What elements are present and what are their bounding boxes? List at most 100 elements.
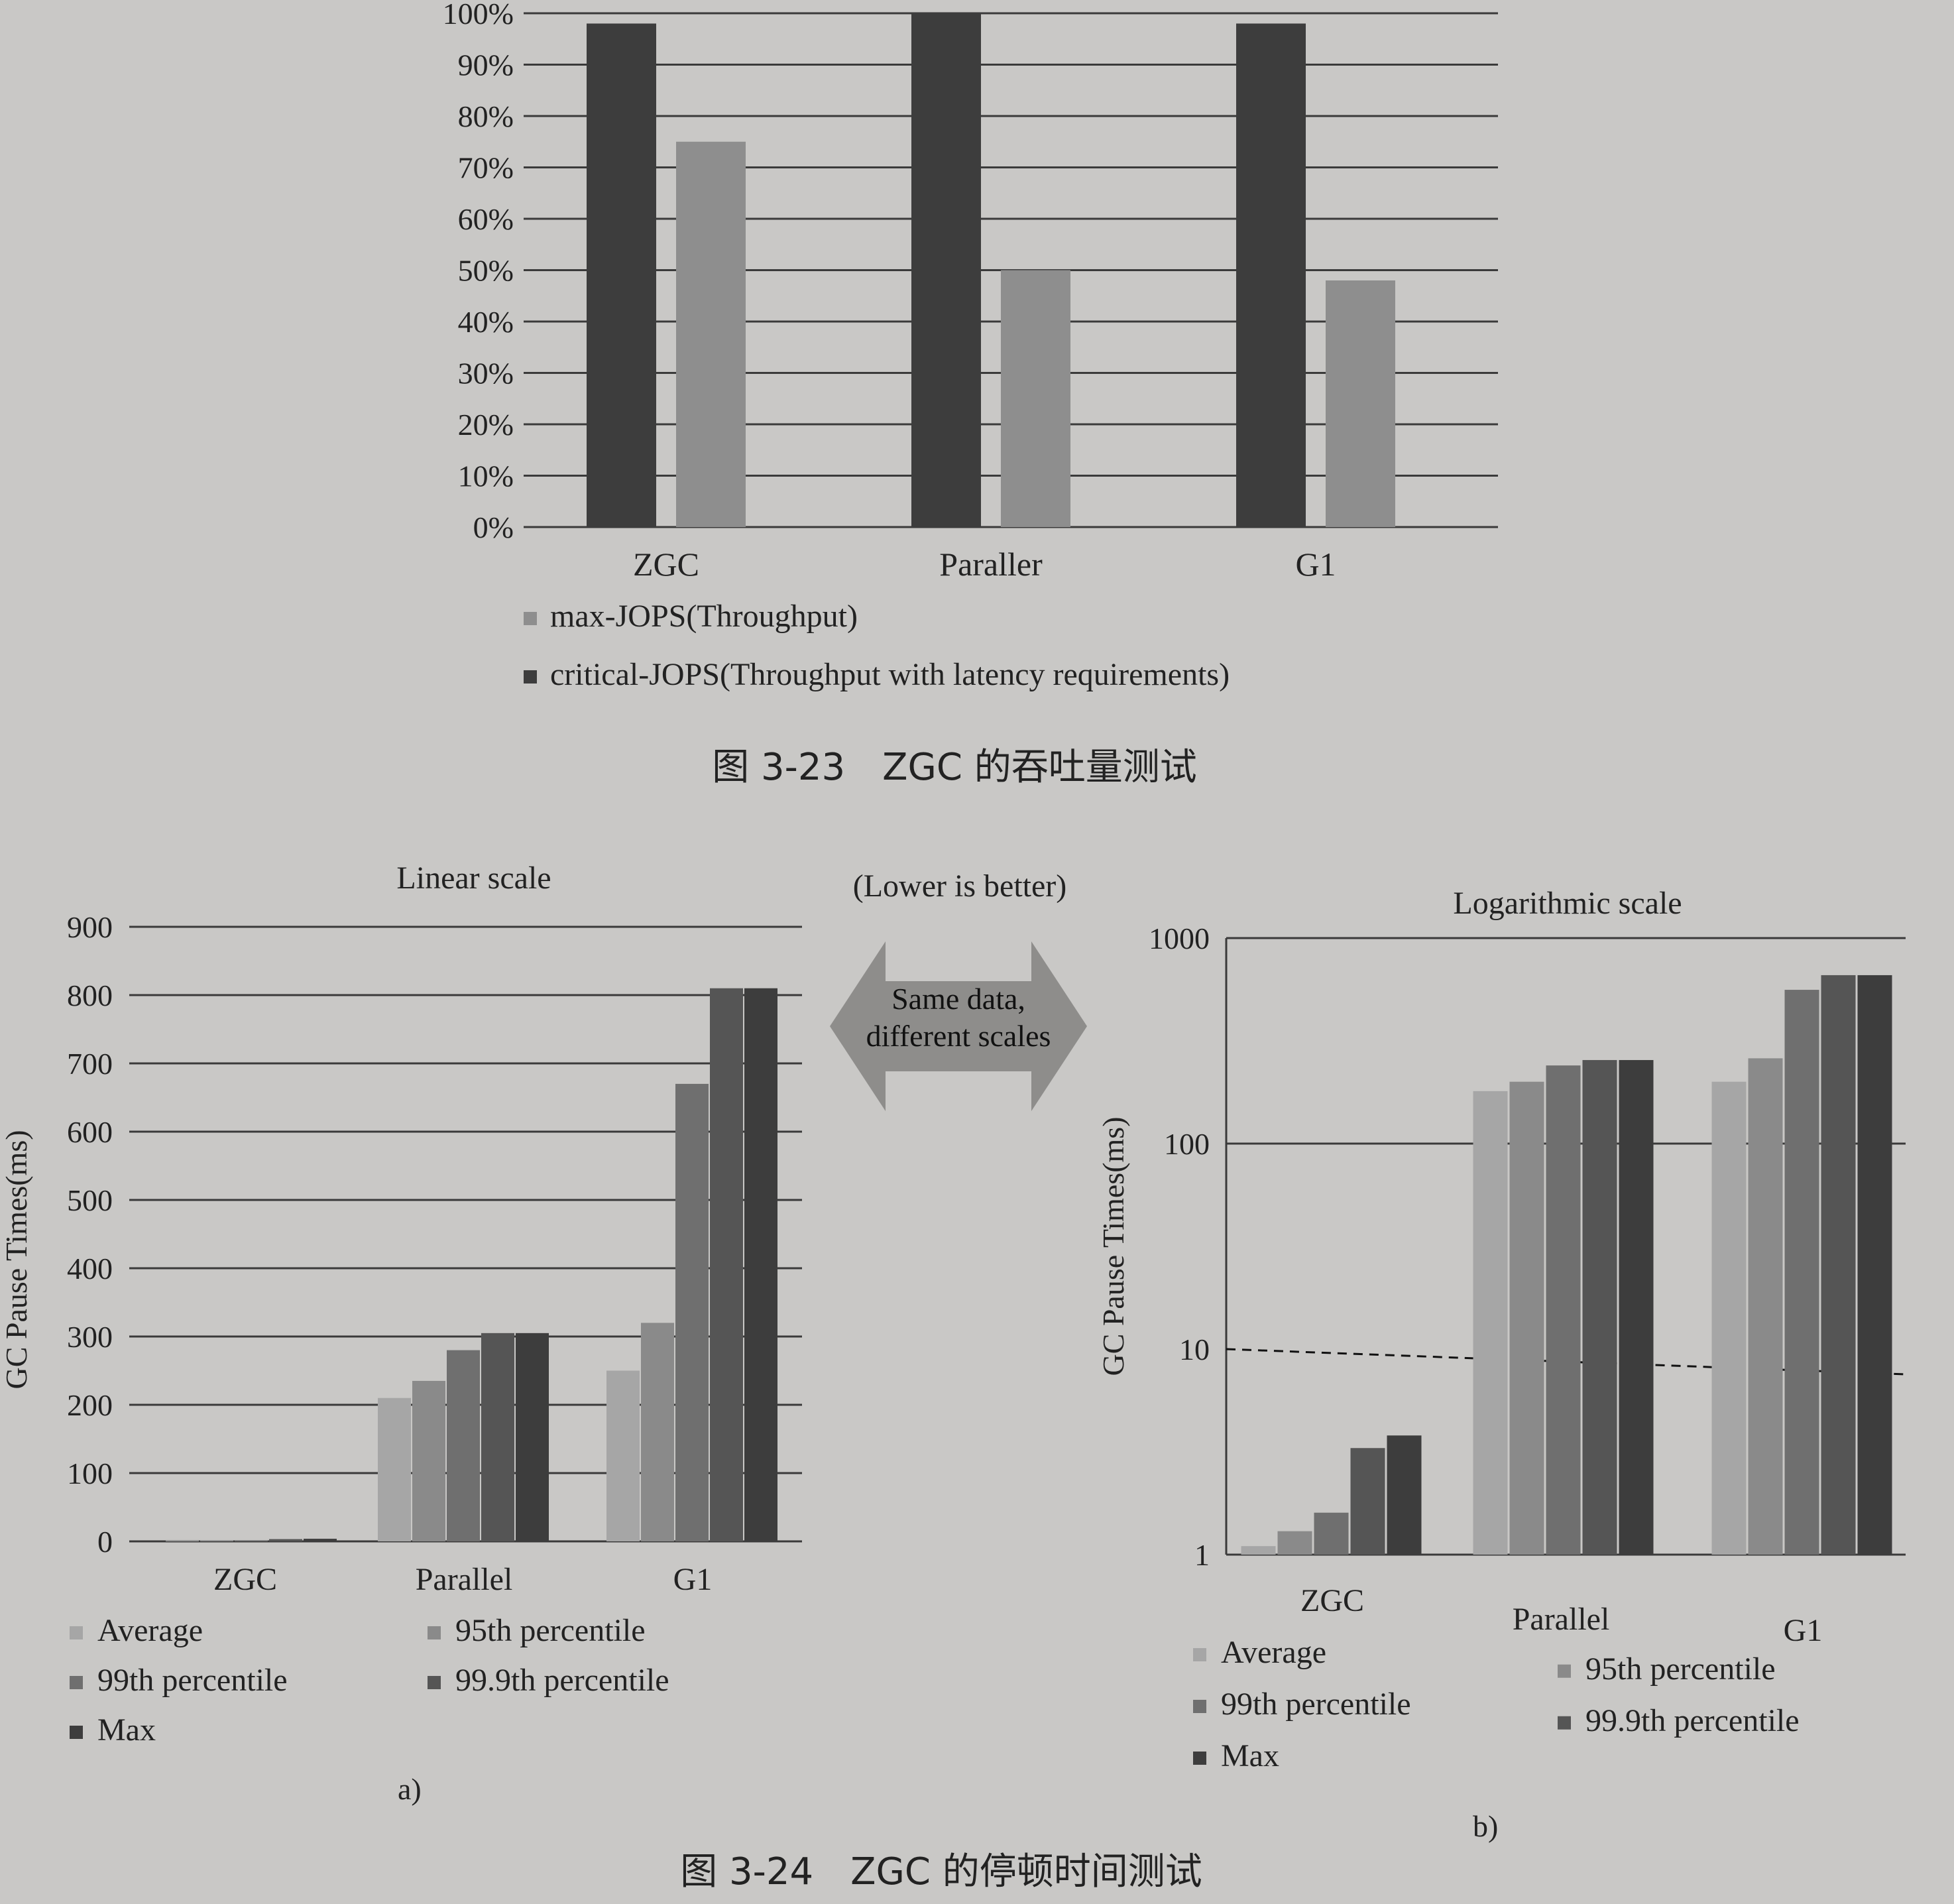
legend-swatch bbox=[70, 1726, 83, 1739]
legend-label: 95th percentile bbox=[1585, 1651, 1776, 1687]
legend-swatch bbox=[1193, 1700, 1206, 1713]
throughput-category-labels: ZGC Paraller G1 bbox=[633, 546, 1336, 583]
arrow-text-line-1: Same data, bbox=[891, 982, 1025, 1016]
bar-g1-max-jops-thr bbox=[1326, 280, 1395, 527]
y-tick-label: 60% bbox=[458, 202, 514, 236]
bar-parallel-99-9th-percentile bbox=[1582, 1059, 1617, 1555]
bar-g1-99th-percentile bbox=[675, 1083, 709, 1541]
y-tick-label: 500 bbox=[67, 1183, 113, 1217]
y-tick-label: 200 bbox=[67, 1388, 113, 1422]
throughput-legend: max-JOPS(Throughput) critical-JOPS(Throug… bbox=[524, 599, 1230, 692]
figure-3-24-caption: 图 3-24 ZGC 的停顿时间测试 bbox=[680, 1850, 1202, 1893]
bar-zgc-max-jops-thr bbox=[676, 141, 746, 527]
category-label-zgc: ZGC bbox=[1300, 1583, 1364, 1618]
bar-parallel-average bbox=[378, 1398, 411, 1541]
bar-g1-95th-percentile bbox=[1748, 1058, 1783, 1555]
linear-y-axis-label: GC Pause Times(ms) bbox=[0, 1130, 33, 1389]
y-tick-label: 100 bbox=[1164, 1127, 1210, 1161]
log-bars bbox=[1241, 975, 1892, 1555]
log-scale-subtitle: Logarithmic scale bbox=[1453, 886, 1682, 921]
y-tick-label: 900 bbox=[67, 910, 113, 944]
throughput-bars bbox=[587, 13, 1395, 527]
bar-g1-max bbox=[744, 988, 777, 1541]
legend-label: max-JOPS(Throughput) bbox=[550, 599, 858, 634]
legend-label: 99th percentile bbox=[1221, 1687, 1411, 1722]
linear-scale-subtitle: Linear scale bbox=[396, 861, 551, 896]
arrow-text-line-2: different scales bbox=[866, 1019, 1051, 1053]
linear-bars bbox=[166, 988, 777, 1541]
y-tick-label: 0% bbox=[473, 510, 514, 544]
lower-is-better-note: (Lower is better) bbox=[853, 868, 1067, 904]
legend-label: 99.9th percentile bbox=[455, 1663, 669, 1698]
legend-label: 99.9th percentile bbox=[1585, 1703, 1800, 1738]
bar-paraller-critical-jop bbox=[911, 13, 981, 527]
linear-category-labels: ZGC Parallel G1 bbox=[213, 1562, 712, 1597]
y-tick-label: 40% bbox=[458, 305, 514, 339]
bar-g1-average bbox=[1711, 1081, 1747, 1555]
y-tick-label: 100 bbox=[67, 1457, 113, 1490]
legend-swatch bbox=[524, 612, 537, 625]
bar-zgc-average bbox=[1241, 1546, 1276, 1555]
throughput-chart: 0% 10% 20% 30% 40% 50% 60% 70% 80% 90% 100% ZGC Par… bbox=[443, 0, 1498, 692]
legend-swatch bbox=[524, 670, 537, 684]
scale-comparison-annotation: (Lower is better) Same data, different s… bbox=[830, 868, 1087, 1111]
log-legend: Average 95th percentile 99th percentile 99.… bbox=[1193, 1635, 1800, 1773]
bar-parallel-99th-percentile bbox=[447, 1350, 480, 1541]
y-tick-label: 100% bbox=[443, 0, 514, 30]
category-label-zgc: ZGC bbox=[633, 546, 699, 583]
bar-g1-99-9th-percentile bbox=[1821, 975, 1856, 1555]
bar-g1-99-9th-percentile bbox=[710, 988, 743, 1541]
legend-swatch bbox=[70, 1626, 83, 1639]
y-tick-label: 10 bbox=[1179, 1333, 1210, 1366]
bar-parallel-99th-percentile bbox=[1546, 1065, 1581, 1555]
legend-swatch bbox=[428, 1626, 441, 1639]
figure-3-23-caption: 图 3-23 ZGC 的吞吐量测试 bbox=[712, 746, 1197, 789]
bar-zgc-max bbox=[304, 1539, 337, 1541]
bar-zgc-99-9th-percentile bbox=[269, 1539, 302, 1541]
panel-b-label: b) bbox=[1473, 1809, 1498, 1843]
bar-parallel-max bbox=[1619, 1059, 1654, 1555]
pause-log-chart: Logarithmic scale GC Pause Times(ms) 1 10… bbox=[1096, 886, 1906, 1843]
y-tick-label: 0 bbox=[97, 1525, 113, 1559]
y-tick-label: 80% bbox=[458, 99, 514, 133]
pause-linear-chart: Linear scale GC Pause Times(ms) 0 100 200 3… bbox=[0, 861, 802, 1806]
y-tick-label: 30% bbox=[458, 357, 514, 390]
legend-swatch bbox=[1558, 1716, 1571, 1730]
category-label-parallel: Parallel bbox=[416, 1562, 513, 1597]
bar-g1-95th-percentile bbox=[641, 1323, 674, 1541]
legend-label: Max bbox=[97, 1712, 156, 1748]
y-tick-label: 400 bbox=[67, 1252, 113, 1285]
y-tick-label: 700 bbox=[67, 1047, 113, 1081]
legend-swatch bbox=[1558, 1664, 1571, 1678]
bar-zgc-critical-jop bbox=[587, 23, 656, 527]
y-tick-label: 1 bbox=[1194, 1538, 1210, 1572]
linear-y-tick-labels: 0 100 200 300 400 500 600 700 800 900 bbox=[67, 910, 113, 1559]
y-tick-label: 90% bbox=[458, 48, 514, 82]
bar-zgc-max bbox=[1387, 1435, 1422, 1555]
log-category-labels: ZGC Parallel G1 bbox=[1300, 1583, 1822, 1648]
legend-swatch bbox=[428, 1676, 441, 1689]
bar-parallel-95th-percentile bbox=[412, 1380, 445, 1541]
legend-label: Max bbox=[1221, 1738, 1279, 1773]
category-label-paraller: Paraller bbox=[939, 546, 1043, 583]
log-y-tick-labels: 1 10 100 1000 bbox=[1149, 922, 1210, 1572]
panel-a-label: a) bbox=[398, 1772, 422, 1806]
category-label-g1: G1 bbox=[673, 1562, 713, 1597]
y-tick-label: 70% bbox=[458, 151, 514, 185]
bar-g1-max bbox=[1857, 975, 1892, 1555]
log-y-axis-label: GC Pause Times(ms) bbox=[1096, 1116, 1130, 1376]
category-label-g1: G1 bbox=[1784, 1613, 1823, 1648]
legend-label: 95th percentile bbox=[455, 1613, 646, 1648]
throughput-y-tick-labels: 0% 10% 20% 30% 40% 50% 60% 70% 80% 90% 100% bbox=[443, 0, 514, 544]
bar-parallel-max bbox=[516, 1333, 549, 1541]
bar-zgc-99th-percentile bbox=[235, 1540, 268, 1541]
bar-parallel-95th-percentile bbox=[1509, 1081, 1544, 1555]
bar-g1-99th-percentile bbox=[1784, 990, 1819, 1555]
y-tick-label: 10% bbox=[458, 459, 514, 493]
category-label-g1: G1 bbox=[1295, 546, 1336, 583]
y-tick-label: 800 bbox=[67, 979, 113, 1012]
legend-label: critical-JOPS(Throughput with latency re… bbox=[550, 657, 1230, 692]
legend-swatch bbox=[1193, 1648, 1206, 1661]
